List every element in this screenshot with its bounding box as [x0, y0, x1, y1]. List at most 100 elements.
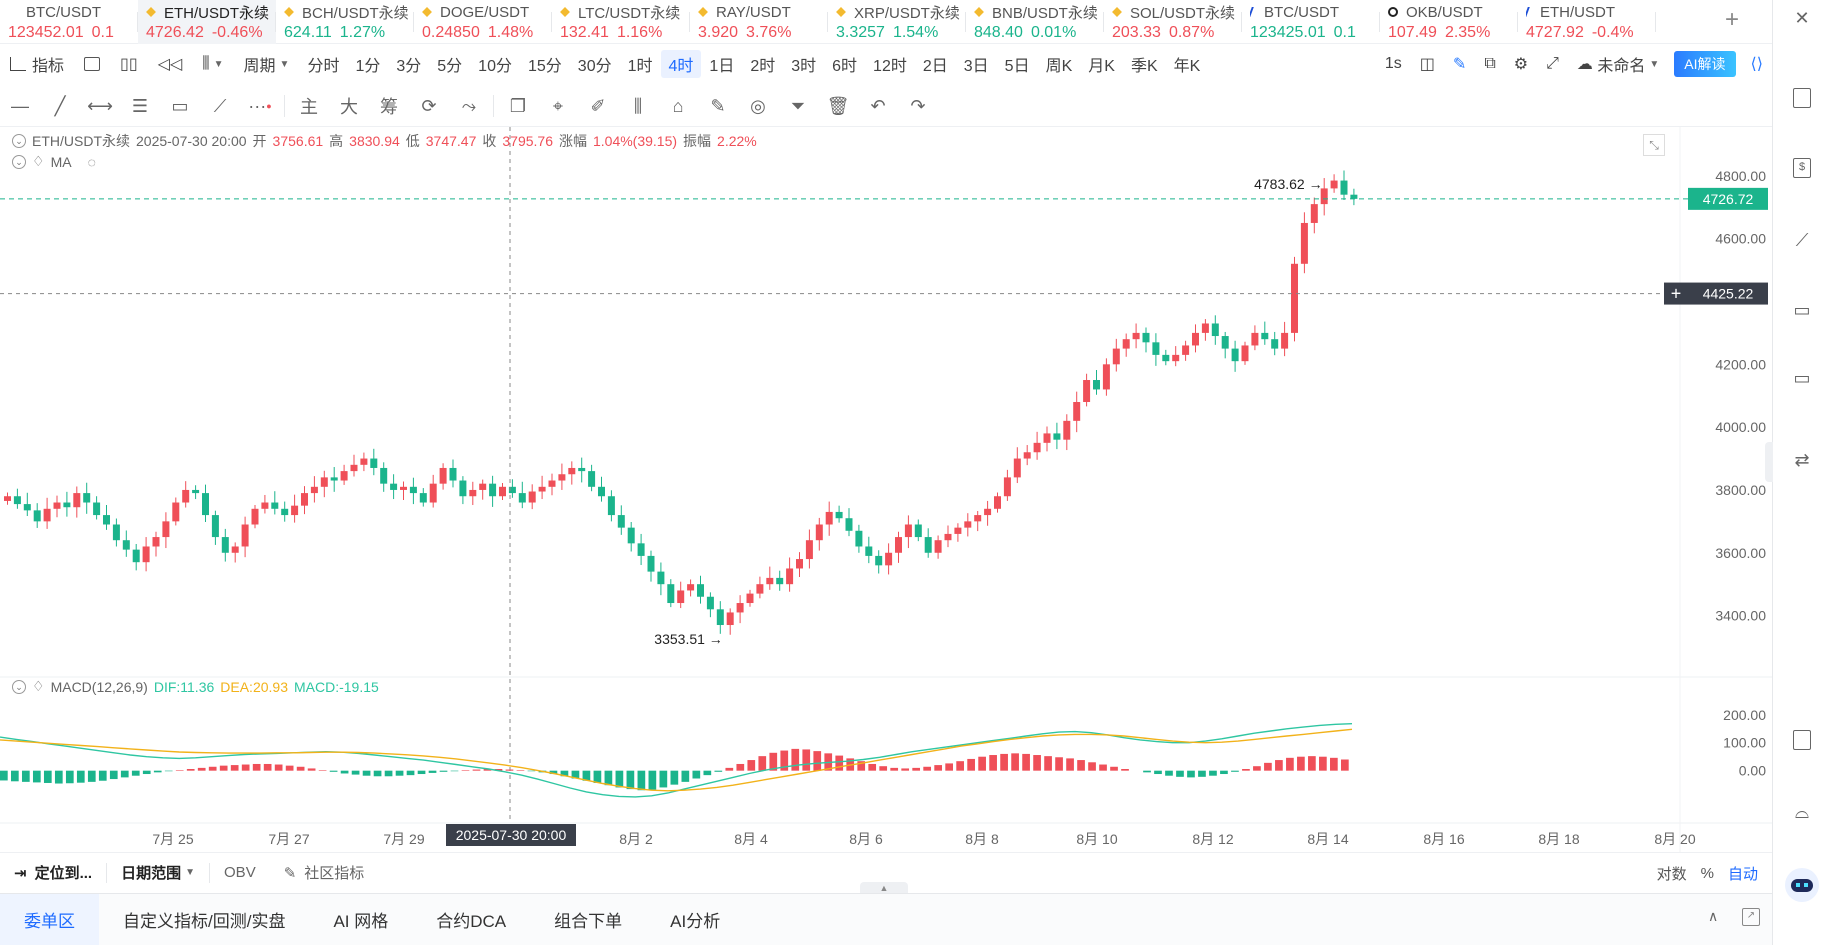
- collapse-toggle-icon[interactable]: ⌄: [12, 679, 26, 694]
- ticker-item[interactable]: BTC/USDT 123425.01 0.1: [1242, 0, 1380, 44]
- document-icon[interactable]: [1790, 86, 1814, 110]
- fib-icon[interactable]: ☰: [131, 95, 149, 116]
- ai-robot-icon[interactable]: [1785, 868, 1819, 902]
- edit-icon[interactable]: ✎: [1452, 56, 1467, 73]
- interval-option[interactable]: 30分: [577, 58, 612, 75]
- dollar-doc-icon[interactable]: $: [1790, 156, 1814, 180]
- trend-icon[interactable]: ⟋: [1795, 229, 1809, 250]
- chart-canvas[interactable]: 4800.00 4600.00 4200.00 4000.00 3800.00 3600.…: [0, 127, 1772, 853]
- ticker-item[interactable]: DOGE/USDT 0.24850 1.48%: [414, 0, 552, 44]
- interval-option[interactable]: 3时: [791, 58, 817, 75]
- trend-line-icon[interactable]: ╱: [54, 95, 66, 116]
- popout-icon[interactable]: ↗: [1742, 908, 1760, 926]
- interval-option[interactable]: 4时: [660, 50, 702, 78]
- camera-icon[interactable]: ◫: [1419, 56, 1435, 73]
- big-order-toggle[interactable]: 大: [340, 97, 358, 117]
- trash-icon[interactable]: 🗑: [826, 95, 850, 116]
- refresh-icon[interactable]: ⟳: [421, 95, 437, 116]
- layout-button[interactable]: ▯▯: [110, 50, 148, 78]
- copy-icon[interactable]: ❐: [509, 95, 527, 116]
- layout-name-dropdown[interactable]: ☁ 未命名 ▼: [1568, 50, 1668, 78]
- panel-collapse-handle[interactable]: ▲: [860, 882, 908, 894]
- range-icon[interactable]: ⟷: [87, 95, 113, 116]
- ticker-item[interactable]: XRP/USDT永续 3.3257 1.54%: [828, 0, 966, 44]
- period-button[interactable]: 周期 ▼: [234, 50, 300, 78]
- bell-icon[interactable]: ♢: [32, 153, 45, 169]
- settings-icon[interactable]: ⚙: [1513, 56, 1529, 73]
- panel-tab[interactable]: AI 网格: [333, 912, 389, 931]
- collapse-toggle-icon[interactable]: ⌄: [12, 134, 26, 148]
- add-ticker-icon[interactable]: +: [1725, 6, 1740, 33]
- collapse-toggle-icon[interactable]: ⌄: [12, 154, 26, 169]
- ticker-item[interactable]: ETH/USDT永续 4726.42 -0.46%: [138, 0, 276, 44]
- panel-tab[interactable]: 委单区: [0, 893, 99, 945]
- interval-option[interactable]: 6时: [832, 58, 858, 75]
- log-scale-button[interactable]: 对数: [1656, 865, 1687, 883]
- note-icon[interactable]: ✎: [710, 95, 726, 116]
- panel-tab[interactable]: AI分析: [670, 912, 721, 931]
- monitor-icon[interactable]: ▭: [1793, 299, 1811, 320]
- add-window-icon[interactable]: ⧉: [1484, 55, 1496, 72]
- locate-button[interactable]: ⇥ 定位到...: [0, 853, 106, 893]
- obv-button[interactable]: OBV: [224, 864, 256, 881]
- filter-icon[interactable]: ⏷: [790, 95, 806, 116]
- panel-tab[interactable]: 组合下单: [554, 912, 623, 931]
- ruler-icon[interactable]: ⌖: [552, 95, 564, 116]
- ticker-item[interactable]: SOL/USDT永续 203.33 0.87%: [1104, 0, 1242, 44]
- interval-option[interactable]: 1时: [627, 58, 653, 75]
- lock-icon[interactable]: ⌂: [672, 95, 684, 116]
- pencil-icon[interactable]: ✐: [590, 95, 606, 116]
- horizontal-line-icon[interactable]: —: [11, 95, 29, 116]
- rectangle-icon[interactable]: ▭: [171, 95, 189, 116]
- ai-interpret-button[interactable]: AI解读: [1674, 51, 1736, 77]
- interval-option[interactable]: 周K: [1045, 58, 1073, 75]
- interval-option[interactable]: 10分: [478, 58, 512, 75]
- share-icon[interactable]: ⟨⟩: [1750, 56, 1763, 73]
- interval-option[interactable]: 分时: [307, 58, 340, 75]
- interval-option[interactable]: 3日: [963, 58, 989, 75]
- panel-tab[interactable]: 合约DCA: [436, 912, 507, 931]
- ticker-item[interactable]: BCH/USDT永续 624.11 1.27%: [276, 0, 414, 44]
- percent-scale-button[interactable]: %: [1700, 864, 1714, 882]
- etf-icon[interactable]: ▭: [1793, 367, 1811, 388]
- chart-type-button[interactable]: ⫼ ▼: [192, 50, 233, 78]
- interval-option[interactable]: 5日: [1004, 58, 1030, 75]
- interval-option[interactable]: 年K: [1173, 58, 1201, 75]
- panel-icon[interactable]: [1790, 728, 1814, 752]
- swap-icon[interactable]: ⇄: [1794, 449, 1810, 470]
- sidebar-collapse-handle[interactable]: [1765, 442, 1773, 482]
- magnet-icon[interactable]: ◎: [750, 95, 766, 116]
- interval-option[interactable]: 1分: [355, 58, 381, 75]
- undo-icon[interactable]: ↶: [870, 95, 886, 116]
- more-icon[interactable]: ··· ●: [248, 95, 272, 116]
- ticker-item[interactable]: RAY/USDT 3.920 3.76%: [690, 0, 828, 44]
- date-range-button[interactable]: 日期范围 ▼: [107, 853, 209, 893]
- ticker-item[interactable]: OKB/USDT 107.49 2.35%: [1380, 0, 1518, 44]
- interval-option[interactable]: 月K: [1088, 58, 1115, 75]
- interval-option[interactable]: 5分: [437, 58, 463, 75]
- ticker-item[interactable]: BNB/USDT永续 848.40 0.01%: [966, 0, 1104, 44]
- interval-1s[interactable]: 1s: [1384, 55, 1402, 72]
- indicator-button[interactable]: 指标: [0, 50, 74, 78]
- interval-option[interactable]: 2时: [750, 58, 776, 75]
- ticker-item[interactable]: ETH/USDT 4727.92 -0.4%: [1518, 0, 1656, 44]
- panel-tab[interactable]: 自定义指标/回测/实盘: [123, 912, 286, 931]
- fullscreen-icon[interactable]: ⤢: [1546, 55, 1559, 72]
- interval-option[interactable]: 15分: [527, 58, 562, 75]
- replay-button[interactable]: ◁◁: [148, 50, 193, 78]
- template-button[interactable]: [74, 50, 110, 78]
- interval-option[interactable]: 3分: [396, 58, 422, 75]
- ticker-item[interactable]: LTC/USDT永续 132.41 1.16%: [552, 0, 690, 44]
- bell-icon[interactable]: ♢: [32, 678, 45, 694]
- ticker-item[interactable]: BTC/USDT 123452.01 0.1: [0, 0, 138, 44]
- signal-icon[interactable]: ⤳: [461, 95, 477, 116]
- auto-scale-button[interactable]: 自动: [1727, 865, 1758, 883]
- candle-tool-icon[interactable]: ⫼: [633, 95, 643, 116]
- chip-toggle[interactable]: 筹: [380, 97, 398, 117]
- brush-icon[interactable]: ⟋: [213, 95, 227, 116]
- chevron-up-icon[interactable]: ∧: [1708, 908, 1719, 924]
- eye-off-icon[interactable]: ◌: [87, 153, 96, 170]
- interval-option[interactable]: 1日: [709, 58, 735, 75]
- headset-icon[interactable]: ⌓: [1794, 801, 1810, 822]
- maximize-pane-icon[interactable]: ⤡: [1643, 134, 1665, 156]
